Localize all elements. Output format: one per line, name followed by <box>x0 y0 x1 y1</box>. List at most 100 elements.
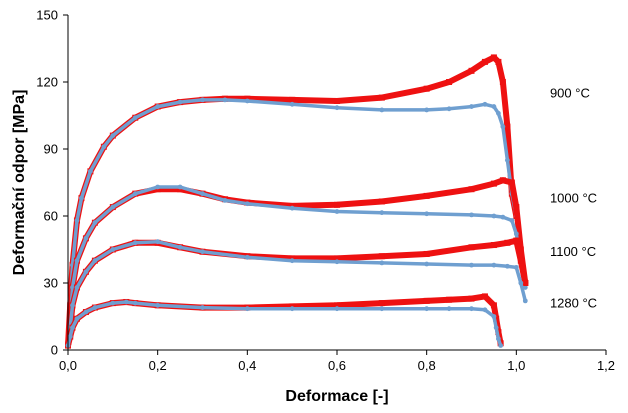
data-point <box>424 306 430 312</box>
data-point <box>378 198 385 205</box>
data-point <box>379 210 385 216</box>
data-point <box>424 211 430 217</box>
data-point <box>334 201 340 208</box>
series-temperature-label: 1000 °C <box>550 191 597 206</box>
x-tick-label: 0,2 <box>149 358 167 373</box>
data-point <box>222 97 228 103</box>
data-point <box>88 168 93 174</box>
data-point <box>74 258 80 264</box>
data-point <box>74 218 80 223</box>
series-5-red <box>65 237 529 349</box>
data-point <box>423 297 430 304</box>
data-point <box>379 107 385 113</box>
data-point <box>513 204 520 211</box>
data-point <box>289 96 296 103</box>
data-point <box>92 220 98 226</box>
data-point <box>334 306 340 312</box>
data-point <box>132 300 138 306</box>
data-point <box>446 79 453 85</box>
data-point <box>490 54 497 61</box>
x-tick-label: 0,0 <box>59 358 77 373</box>
x-tick-label: 0,8 <box>418 358 436 373</box>
data-point <box>504 157 510 163</box>
data-point <box>334 259 340 265</box>
series-line <box>66 300 503 348</box>
data-point <box>500 214 506 220</box>
data-point <box>518 280 524 286</box>
y-tick-label: 0 <box>51 343 58 358</box>
data-point <box>513 231 519 237</box>
y-ticks: 0 30 60 90 120 150 <box>36 8 68 358</box>
data-point <box>493 325 499 331</box>
data-point <box>334 302 340 309</box>
data-point <box>132 240 138 246</box>
data-point <box>508 179 515 186</box>
series-4-blue <box>65 184 528 348</box>
y-tick-label: 150 <box>36 8 58 23</box>
data-point <box>155 239 161 245</box>
data-point <box>379 306 385 312</box>
y-tick-label: 90 <box>44 142 58 157</box>
y-tick-label: 120 <box>36 75 58 90</box>
data-point <box>513 264 519 270</box>
series-line <box>65 237 529 349</box>
data-point <box>378 300 385 307</box>
data-point <box>491 213 497 219</box>
data-point <box>468 67 475 74</box>
series-temperature-label: 1100 °C <box>550 244 596 259</box>
data-point <box>522 285 528 290</box>
data-point <box>92 258 98 264</box>
data-point <box>468 186 475 193</box>
series-line <box>66 239 528 348</box>
data-point <box>446 306 452 312</box>
data-point <box>491 104 497 109</box>
data-point <box>92 305 98 310</box>
data-point <box>491 262 497 268</box>
data-point <box>517 257 524 264</box>
data-point <box>522 280 529 286</box>
data-point <box>289 258 295 264</box>
data-point <box>334 105 340 111</box>
data-point <box>498 343 504 348</box>
data-point <box>493 315 500 322</box>
data-point <box>132 115 138 121</box>
data-point <box>499 177 506 184</box>
data-point <box>469 262 474 268</box>
data-point <box>378 253 385 260</box>
data-point <box>110 133 116 139</box>
series-8-blue <box>65 299 504 348</box>
data-point <box>67 334 73 339</box>
data-point <box>468 295 475 302</box>
y-axis-title: Deformační odpor [MPa] <box>11 90 28 276</box>
data-point <box>200 97 205 103</box>
data-point <box>446 106 452 112</box>
data-point <box>123 299 129 305</box>
data-point <box>423 250 430 257</box>
series-temperature-label: 1280 °C <box>550 296 597 311</box>
data-point <box>423 192 430 199</box>
data-point <box>334 255 340 262</box>
data-point <box>200 249 205 255</box>
data-point <box>482 307 488 313</box>
data-point <box>155 302 161 308</box>
x-tick-label: 1,0 <box>507 358 525 373</box>
data-point <box>424 261 430 267</box>
data-point <box>74 316 80 322</box>
x-tick-label: 0,6 <box>328 358 346 373</box>
x-tick-label: 0,4 <box>238 358 256 373</box>
data-point <box>423 85 430 92</box>
series-6-blue <box>65 239 528 348</box>
data-point <box>469 104 474 109</box>
data-point <box>244 98 250 104</box>
data-point <box>222 197 228 203</box>
data-point <box>70 302 75 308</box>
data-point <box>110 204 116 210</box>
data-point <box>244 201 250 207</box>
data-point <box>468 244 475 251</box>
data-point <box>379 260 385 266</box>
y-tick-label: 60 <box>44 209 58 224</box>
data-point <box>155 104 161 109</box>
series-annotations: 900 °C 1000 °C 1100 °C 1280 °C <box>550 86 597 311</box>
data-point <box>334 209 340 214</box>
data-point <box>79 195 84 201</box>
